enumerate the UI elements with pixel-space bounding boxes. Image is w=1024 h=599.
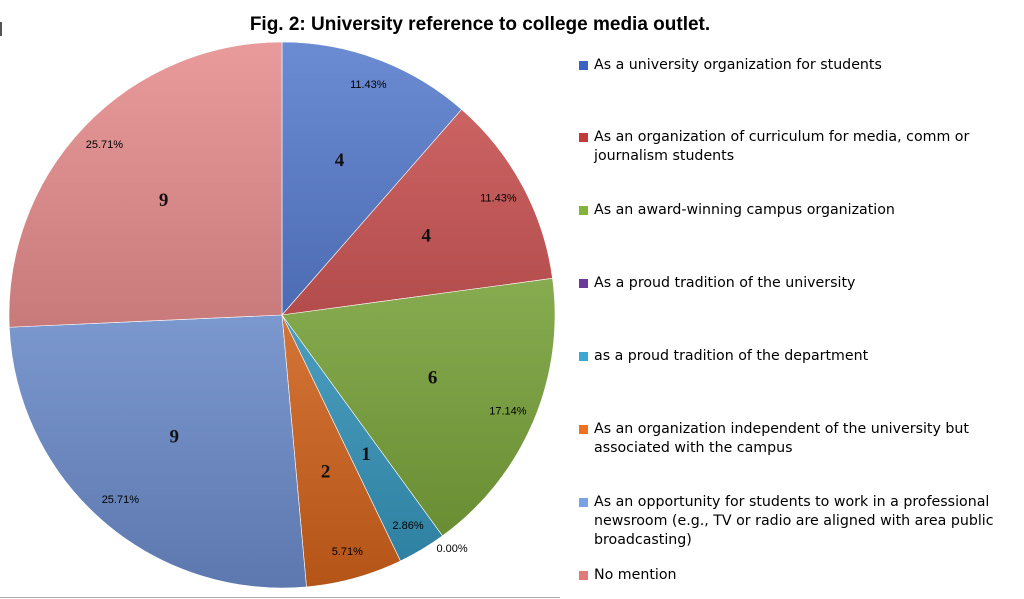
value-label: 4 <box>421 226 431 247</box>
left-edge-mark <box>0 22 2 36</box>
percent-label: 2.86% <box>392 520 423 532</box>
pie-slice-as-an-opportunity-for-students-to-work-i <box>8 314 307 589</box>
percent-label: 25.71% <box>102 494 140 506</box>
legend-item: As an award-winning campus organization <box>579 201 1014 220</box>
legend-swatch <box>579 571 588 580</box>
pie-slice-as-an-organization-of-curriculum-for-med <box>281 108 553 316</box>
chart-title: Fig. 2: University reference to college … <box>249 14 711 35</box>
value-label: 4 <box>335 150 345 171</box>
legend-swatch <box>579 498 588 507</box>
pie-slice-as-a-university-organization-for-student <box>281 41 463 316</box>
legend-item: No mention <box>579 566 1014 585</box>
legend-label: As an award-winning campus organization <box>594 202 895 218</box>
legend-label: As a proud tradition of the university <box>594 275 856 291</box>
legend-label: As an organization of curriculum for med… <box>594 129 970 164</box>
pie-chart: 11.43% 4 11.43% 4 17.14% 6 0.00% 2.86% 1 5.71% 2 25… <box>8 41 556 589</box>
percent-label: 17.14% <box>489 405 527 417</box>
value-label: 1 <box>361 444 371 465</box>
percent-label: 25.71% <box>86 139 124 151</box>
percent-label: 11.43% <box>480 192 517 204</box>
legend-swatch <box>579 133 588 142</box>
bottom-divider <box>0 597 560 598</box>
legend-swatch <box>579 279 588 288</box>
legend-item: as a proud tradition of the department <box>579 347 1014 366</box>
percent-label: 11.43% <box>350 79 387 91</box>
legend-item: As an opportunity for students to work i… <box>579 493 1014 550</box>
legend-label: As an opportunity for students to work i… <box>594 494 994 548</box>
legend-label: No mention <box>594 567 677 583</box>
legend-item: As a proud tradition of the university <box>579 274 1014 293</box>
legend-item: As an organization of curriculum for med… <box>579 128 1014 166</box>
value-label: 6 <box>428 368 438 389</box>
legend-swatch <box>579 61 588 70</box>
pie-slice-no-mention <box>8 41 283 328</box>
legend-label: as a proud tradition of the department <box>594 348 869 364</box>
pie-slice-as-an-award-winning-campus-organization <box>281 278 556 537</box>
value-label: 9 <box>169 427 179 448</box>
percent-label: 5.71% <box>332 546 363 558</box>
legend-swatch <box>579 425 588 434</box>
value-label: 2 <box>321 461 331 482</box>
percent-label: 0.00% <box>436 543 467 555</box>
legend-label: As a university organization for student… <box>594 57 882 73</box>
legend-item: As a university organization for student… <box>579 56 1014 75</box>
legend-item: As an organization independent of the un… <box>579 420 1014 458</box>
legend-label: As an organization independent of the un… <box>594 421 969 456</box>
legend-swatch <box>579 206 588 215</box>
legend-swatch <box>579 352 588 361</box>
value-label: 9 <box>159 190 169 211</box>
